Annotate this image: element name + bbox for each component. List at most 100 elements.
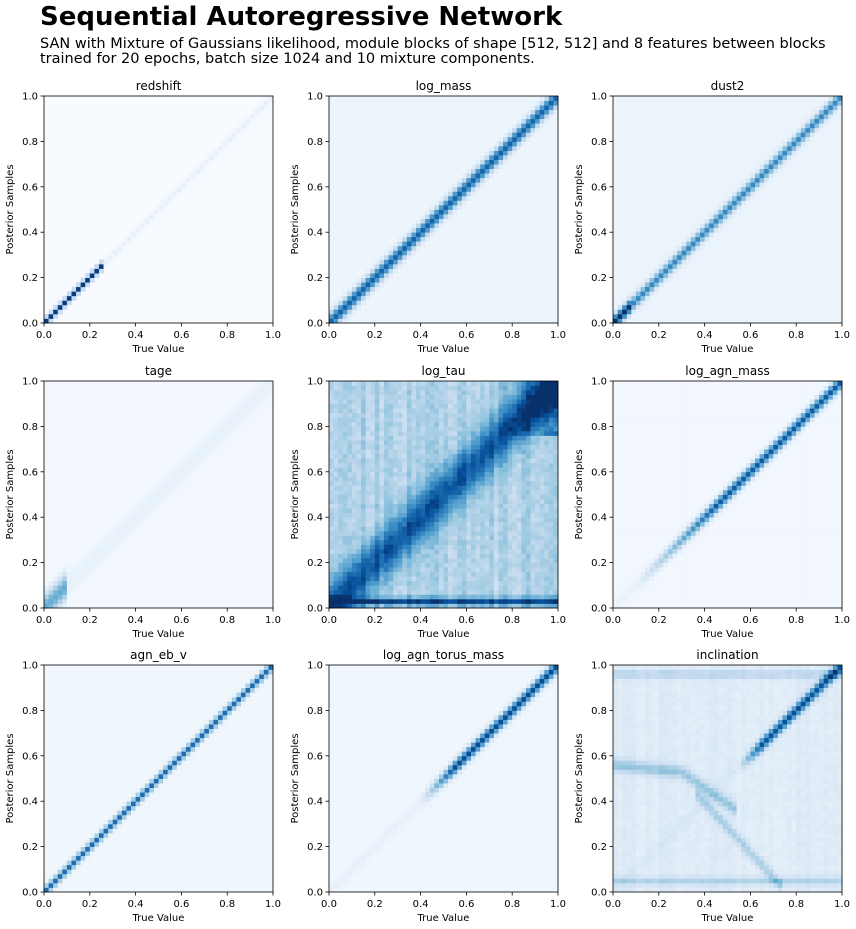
heatmap-cell [622,160,627,165]
heatmap-cell [448,246,453,251]
heatmap-cell [466,160,471,165]
heatmap-cell [526,105,531,110]
heatmap-cell [453,119,458,124]
heatmap-cell [448,287,453,292]
heatmap-cell [338,314,343,319]
heatmap-cell [494,141,499,146]
heatmap-cell [631,300,636,305]
heatmap-cell [631,291,636,296]
heatmap-cell [421,237,426,242]
heatmap-cell [476,128,481,133]
heatmap-cell [622,287,627,292]
heatmap-cell [631,278,636,283]
heatmap-cell [448,300,453,305]
heatmap-cell [544,164,549,169]
heatmap-cell [416,182,421,187]
heatmap-cell [366,255,371,260]
heatmap-cell [682,191,687,196]
heatmap-cell [218,150,223,155]
heatmap-cell [540,246,545,251]
heatmap-cell [347,232,352,237]
heatmap-cell [549,219,554,224]
heatmap-cell [398,128,403,133]
heatmap-cell [498,146,503,151]
heatmap-cell [640,291,645,296]
heatmap-cell [531,255,536,260]
heatmap-cell [540,173,545,178]
heatmap-cell [636,132,641,137]
heatmap-cell [618,160,623,165]
heatmap-cell [682,164,687,169]
heatmap-cell [393,114,398,119]
heatmap-cell [444,305,449,310]
heatmap-cell [375,210,380,215]
heatmap-cell [521,150,526,155]
heatmap-cell [686,246,691,251]
heatmap-cell [540,101,545,106]
heatmap-cell [471,164,476,169]
heatmap-cell [663,96,668,101]
heatmap-cell [434,96,439,101]
heatmap-cell [526,223,531,228]
heatmap-cell [343,314,348,319]
heatmap-cell [663,191,668,196]
heatmap-cell [508,96,513,101]
heatmap-cell [640,96,645,101]
heatmap-cell [334,264,339,269]
heatmap-cell [402,191,407,196]
heatmap-cell [370,232,375,237]
heatmap-cell [453,246,458,251]
heatmap-cell [393,291,398,296]
heatmap-cell [508,232,513,237]
heatmap-cell [466,269,471,274]
heatmap-cell [622,119,627,124]
heatmap-cell [613,246,618,251]
heatmap-cell [186,182,191,187]
heatmap-cell [466,205,471,210]
heatmap-cell [677,169,682,174]
heatmap-cell [416,287,421,292]
heatmap-cell [695,255,700,260]
heatmap-cell [636,137,641,142]
heatmap-cell [453,250,458,255]
heatmap-cell [645,119,650,124]
heatmap-cell [485,264,490,269]
heatmap-cell [366,228,371,233]
heatmap-cell [673,296,678,301]
heatmap-cell [480,291,485,296]
heatmap-cell [654,250,659,255]
heatmap-cell [425,128,430,133]
heatmap-cell [430,173,435,178]
heatmap-cell [631,219,636,224]
heatmap-cell [544,300,549,305]
heatmap-cell [485,105,490,110]
heatmap-cell [434,296,439,301]
heatmap-cell [338,273,343,278]
heatmap-cell [521,164,526,169]
heatmap-cell [480,101,485,106]
heatmap-cell [645,200,650,205]
heatmap-cell [453,305,458,310]
heatmap-cell [466,164,471,169]
heatmap-cell [549,255,554,260]
heatmap-cell [508,300,513,305]
heatmap-cell [654,287,659,292]
heatmap-cell [489,296,494,301]
heatmap-cell [503,278,508,283]
heatmap-cell [425,146,430,151]
heatmap-cell [259,105,264,110]
heatmap-cell [695,259,700,264]
heatmap-cell [517,101,522,106]
heatmap-cell [650,178,655,183]
heatmap-cell [218,141,223,146]
x-axis-label: True Value [417,344,470,355]
heatmap-cell [471,269,476,274]
heatmap-cell [650,114,655,119]
heatmap-cell [407,309,412,314]
heatmap-cell [439,219,444,224]
heatmap-cell [448,250,453,255]
heatmap-cell [421,187,426,192]
heatmap-cell [540,160,545,165]
heatmap-cell [636,305,641,310]
heatmap-cell [366,146,371,151]
